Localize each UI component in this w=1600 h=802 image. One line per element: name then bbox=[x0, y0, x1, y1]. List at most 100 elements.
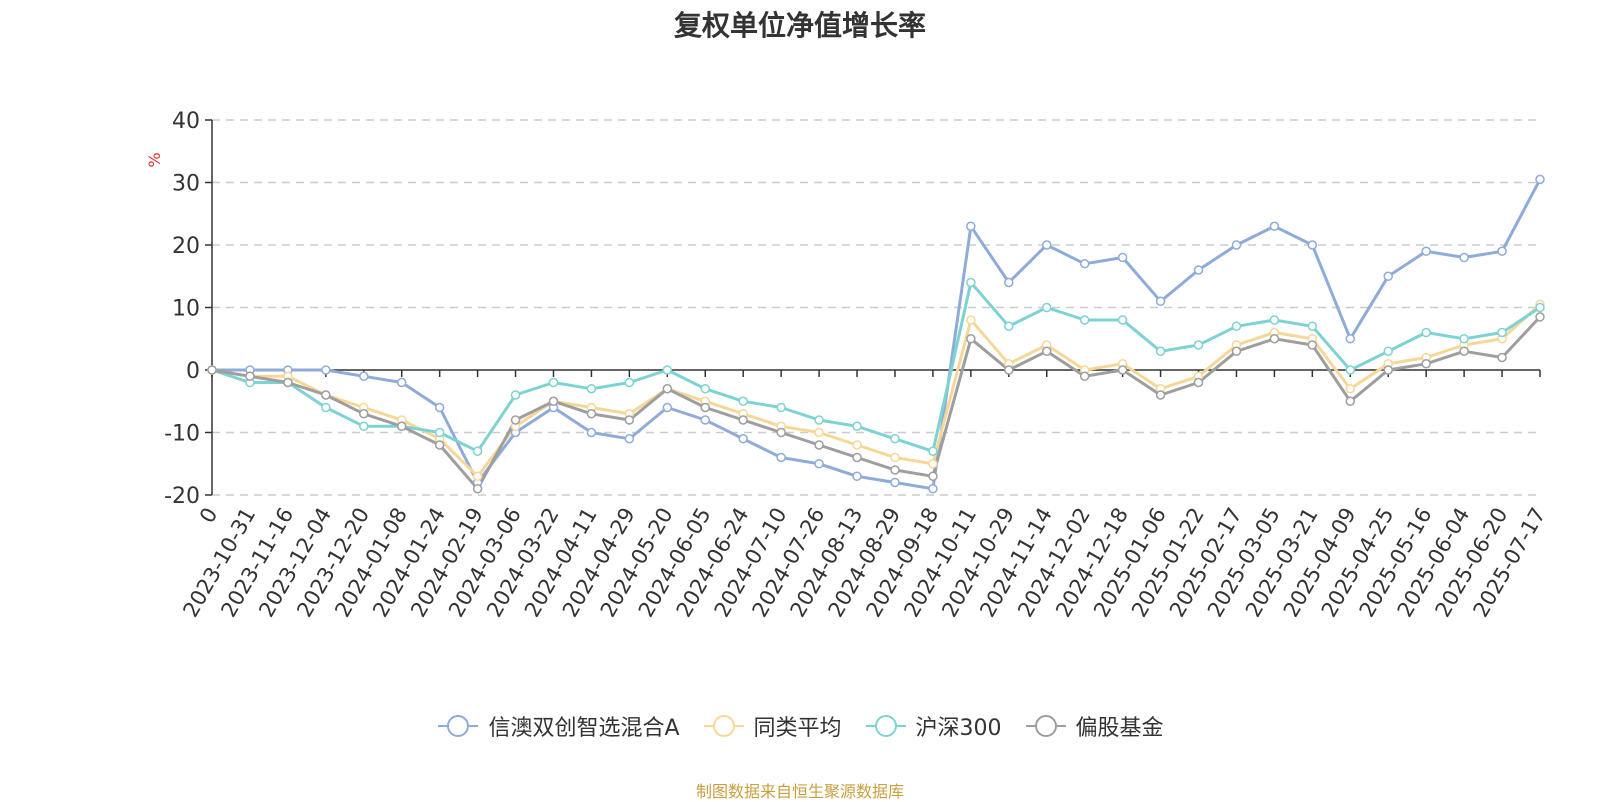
data-point bbox=[928, 471, 938, 481]
data-point bbox=[1193, 377, 1204, 388]
data-point bbox=[1004, 365, 1014, 375]
data-point bbox=[548, 377, 559, 388]
data-point bbox=[1041, 302, 1052, 313]
data-point bbox=[321, 390, 331, 400]
data-point bbox=[1231, 240, 1242, 250]
series-line-2 bbox=[211, 303, 1542, 478]
data-point bbox=[928, 446, 938, 456]
data-point bbox=[624, 434, 635, 444]
grid-lines bbox=[212, 119, 1540, 496]
legend-swatch bbox=[865, 715, 906, 737]
legend-label: 信澳双创智选混合A bbox=[488, 716, 680, 741]
data-point bbox=[1459, 252, 1469, 263]
data-point bbox=[700, 415, 711, 425]
data-point bbox=[662, 402, 673, 413]
data-point bbox=[510, 415, 521, 425]
data-point bbox=[1079, 371, 1090, 381]
data-point bbox=[814, 415, 824, 425]
data-source-note: 制图数据来自恒生聚源数据库 bbox=[695, 782, 904, 801]
data-point bbox=[890, 434, 900, 444]
data-point bbox=[359, 409, 369, 419]
data-point bbox=[1345, 396, 1356, 406]
data-point bbox=[1155, 346, 1166, 356]
data-point bbox=[928, 484, 938, 494]
series-markers bbox=[207, 174, 1545, 494]
data-point bbox=[700, 402, 711, 413]
data-point bbox=[852, 440, 862, 450]
legend-swatch bbox=[1025, 715, 1066, 737]
data-point bbox=[472, 471, 483, 481]
data-point bbox=[1269, 315, 1280, 325]
data-point bbox=[472, 446, 483, 456]
chart-title: 复权单位净值增长率 bbox=[673, 9, 926, 42]
data-point bbox=[1421, 327, 1431, 338]
y-tick-label: -20 bbox=[164, 484, 200, 509]
data-point bbox=[1193, 340, 1204, 350]
data-point bbox=[359, 421, 369, 431]
y-tick-label: 0 bbox=[186, 359, 200, 384]
data-point bbox=[662, 365, 673, 375]
y-axis-unit-label: % bbox=[145, 152, 164, 167]
data-point bbox=[1459, 346, 1469, 356]
data-point bbox=[1231, 321, 1242, 331]
data-point bbox=[776, 452, 786, 463]
legend-item-3[interactable]: 沪深300 bbox=[864, 710, 1002, 742]
data-point bbox=[1079, 259, 1090, 269]
data-point bbox=[1535, 174, 1545, 185]
legend-swatch-marker bbox=[712, 715, 735, 737]
legend-swatch bbox=[438, 715, 479, 737]
data-point bbox=[1497, 352, 1507, 363]
data-point bbox=[586, 409, 597, 419]
data-point bbox=[1459, 334, 1469, 344]
data-point bbox=[1041, 240, 1052, 250]
data-point bbox=[1497, 327, 1507, 338]
legend-item-2[interactable]: 同类平均 bbox=[702, 710, 842, 742]
data-point bbox=[283, 377, 293, 388]
x-tick-label: 0 bbox=[195, 504, 222, 528]
data-point bbox=[966, 277, 976, 288]
legend-item-1[interactable]: 信澳双创智选混合A bbox=[436, 710, 680, 742]
data-point bbox=[852, 421, 862, 431]
data-point bbox=[586, 427, 597, 438]
legend-swatch-marker bbox=[874, 715, 897, 737]
data-point bbox=[1307, 240, 1318, 250]
series-lines bbox=[211, 178, 1542, 491]
series-line-4 bbox=[211, 315, 1542, 491]
data-point bbox=[852, 452, 862, 463]
series-line-3 bbox=[211, 281, 1541, 453]
legend-swatch bbox=[703, 715, 744, 737]
legend-swatch-marker bbox=[447, 715, 470, 737]
data-point bbox=[852, 471, 862, 481]
data-point bbox=[359, 371, 369, 381]
y-tick-label: 40 bbox=[172, 109, 200, 134]
data-point bbox=[814, 440, 824, 450]
y-tick-label: 30 bbox=[172, 172, 200, 197]
data-point bbox=[321, 365, 331, 375]
data-point bbox=[1345, 384, 1356, 394]
data-point bbox=[700, 384, 711, 394]
data-point bbox=[434, 427, 445, 438]
data-point bbox=[776, 402, 786, 413]
data-point bbox=[1117, 315, 1128, 325]
data-point bbox=[1497, 246, 1507, 256]
data-point bbox=[245, 371, 255, 381]
legend-item-4[interactable]: 偏股基金 bbox=[1024, 710, 1164, 742]
data-point bbox=[396, 421, 407, 431]
data-point bbox=[1345, 334, 1356, 344]
data-point bbox=[662, 384, 673, 394]
data-point bbox=[1345, 365, 1356, 375]
data-point bbox=[1004, 321, 1014, 331]
data-point bbox=[1117, 252, 1128, 263]
legend-label: 偏股基金 bbox=[1075, 716, 1164, 741]
data-point bbox=[396, 377, 407, 388]
data-point bbox=[434, 440, 445, 450]
legend-label: 沪深300 bbox=[915, 716, 1002, 741]
data-point bbox=[776, 427, 786, 438]
y-tick-label: -10 bbox=[164, 422, 200, 447]
data-point bbox=[738, 415, 748, 425]
legend-swatch-marker bbox=[1034, 715, 1057, 737]
data-point bbox=[738, 434, 748, 444]
data-point bbox=[1307, 321, 1318, 331]
data-point bbox=[624, 415, 635, 425]
data-point bbox=[1535, 312, 1545, 322]
